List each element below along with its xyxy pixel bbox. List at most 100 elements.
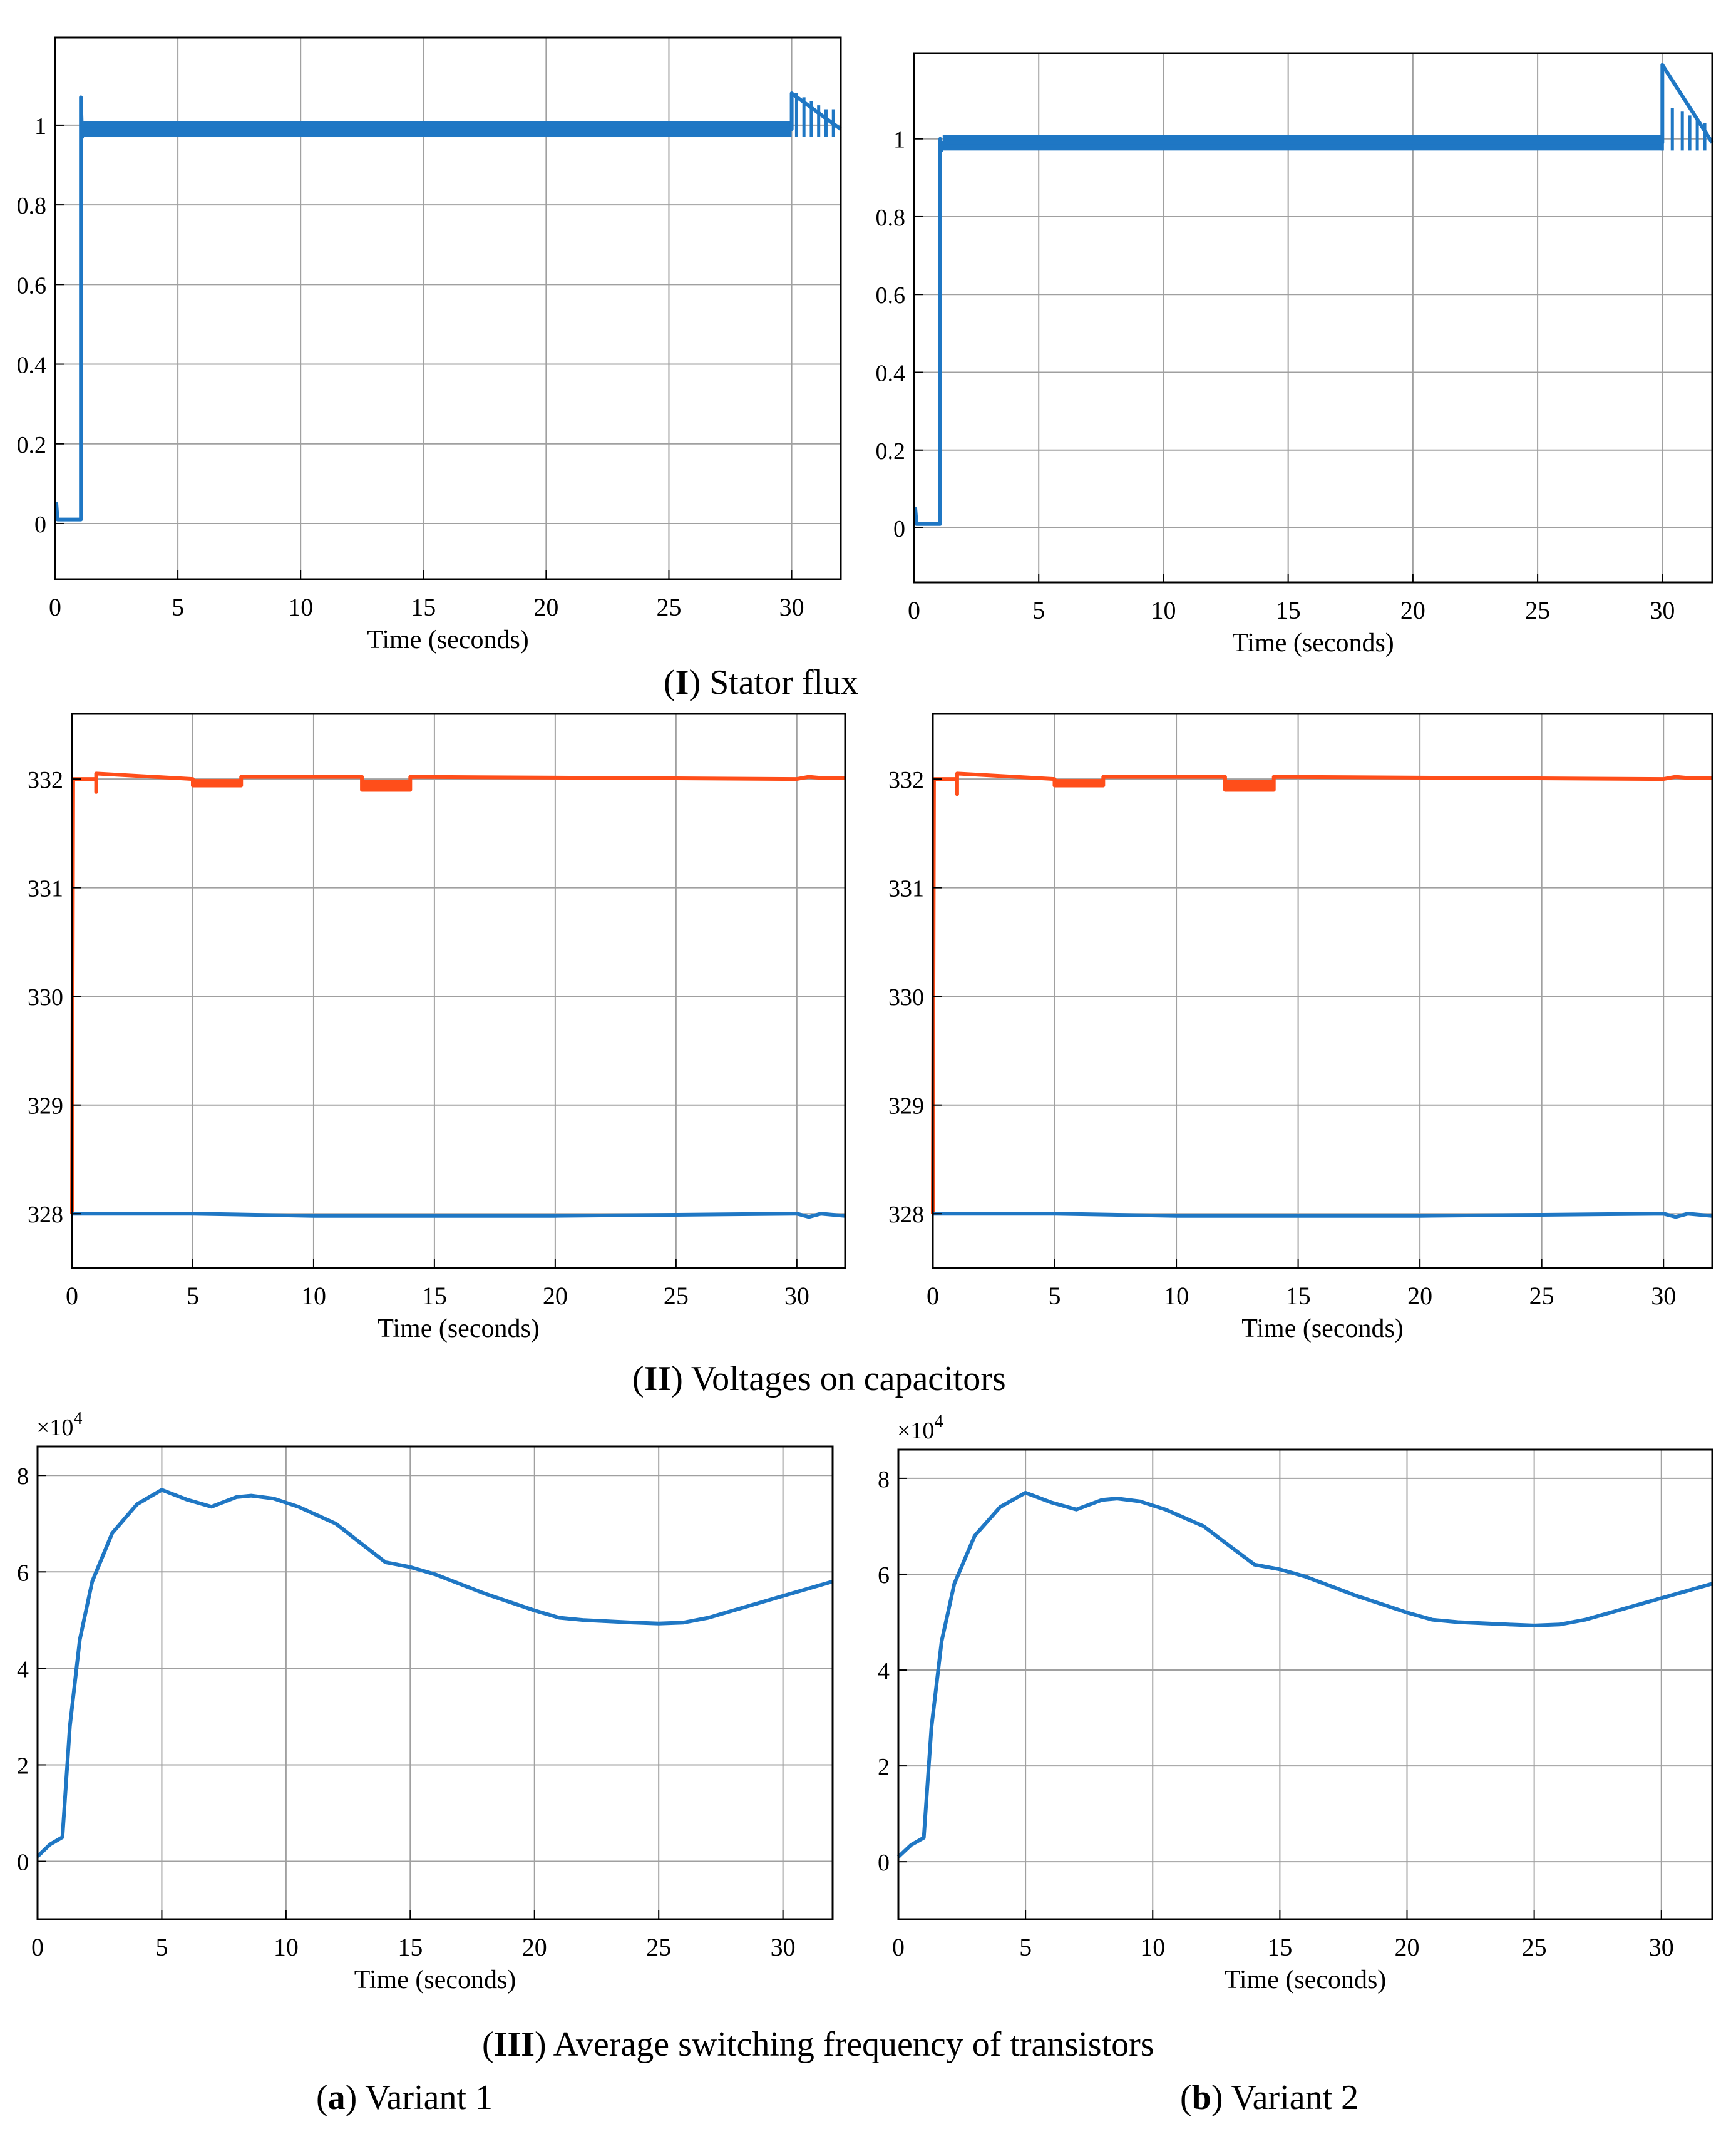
chart-i-b-ytick-label: 0.6 — [876, 282, 906, 309]
chart-iii-b-ytick-label: 2 — [878, 1754, 890, 1780]
chart-iii-a-series-0-line — [36, 1488, 833, 1858]
chart-ii-a-xtick-label: 20 — [543, 1282, 568, 1310]
chart-i-b: 0 5 10 15 20 25 30 0 0.2 0.4 0.6 0.8 1 Time (seconds) — [876, 52, 1714, 657]
chart-ii-b-ytick-label: 328 — [888, 1202, 924, 1228]
chart-ii-a: 0 5 10 15 20 25 30 328 329 330 331 332 Time (seconds… — [28, 713, 846, 1343]
chart-iii-b-xtick-label: 5 — [1019, 1933, 1032, 1961]
chart-i-a-ytick-label: 0.8 — [17, 193, 47, 219]
chart-i-b-ytick-label: 1 — [893, 127, 905, 153]
chart-ii-a-ytick-label: 331 — [28, 876, 63, 902]
chart-i-a-ytick-label: 0.2 — [17, 432, 47, 458]
chart-iii-a-xtick-label: 20 — [522, 1933, 547, 1961]
chart-i-b-xtick-label: 0 — [908, 596, 920, 624]
chart-iii-a-xtick-label: 5 — [155, 1933, 168, 1961]
chart-iii-b-exponent-base: ×10 — [897, 1418, 934, 1444]
chart-i-b-xtick-label: 25 — [1525, 596, 1550, 624]
chart-iii-b-xtick-label: 20 — [1395, 1933, 1420, 1961]
chart-i-a-xtick-label: 25 — [656, 593, 681, 621]
chart-i-a-ytick-label: 1 — [34, 113, 46, 140]
chart-i-b-xtick-label: 15 — [1276, 596, 1301, 624]
chart-ii-b-ytick-label: 332 — [888, 767, 924, 793]
chart-ii-a-xtick-label: 30 — [784, 1282, 809, 1310]
chart-ii-b-xlabel: Time (seconds) — [1241, 1314, 1404, 1343]
chart-ii-b-plot-area — [933, 714, 1712, 1268]
chart-i-b-xtick-label: 30 — [1650, 596, 1675, 624]
chart-i-a-ytick-label: 0.4 — [17, 353, 47, 379]
chart-i-a-series-0-line — [54, 91, 842, 522]
chart-ii-b-xtick-label: 15 — [1286, 1282, 1311, 1310]
chart-iii-b-ytick-label: 0 — [878, 1850, 890, 1876]
chart-i-b-ytick-label: 0 — [893, 516, 905, 542]
chart-ii-b: 0 5 10 15 20 25 30 328 329 330 331 332 Time (seconds… — [888, 713, 1713, 1343]
chart-ii-b-series-0-line — [931, 771, 1712, 1214]
chart-i-a-axes-frame — [54, 36, 842, 580]
chart-i-a-ytick-label: 0 — [34, 512, 46, 538]
chart-i-a-xtick-label: 15 — [411, 593, 436, 621]
chart-iii-a-xtick-label: 15 — [398, 1933, 423, 1961]
chart-iii-a-exponent-base: ×10 — [36, 1415, 73, 1441]
chart-ii-b-xtick-label: 30 — [1651, 1282, 1676, 1310]
chart-iii-a-ytick-label: 0 — [17, 1850, 29, 1876]
chart-ii-a-series-0-line — [70, 771, 845, 1214]
chart-ii-b-axes-frame — [932, 713, 1713, 1269]
chart-ii-b-series-1-line — [933, 1212, 1713, 1219]
chart-iii-a-ytick-label: 4 — [17, 1656, 29, 1683]
chart-iii-a-ytick-label: 6 — [17, 1560, 29, 1586]
chart-i-a-xtick-label: 20 — [533, 593, 558, 621]
chart-ii-a-ytick-label: 332 — [28, 767, 63, 793]
chart-iii-b-plot-area — [898, 1450, 1712, 1919]
chart-iii-b-xlabel: Time (seconds) — [1225, 1966, 1387, 1994]
chart-ii-a-xtick-label: 25 — [664, 1282, 689, 1310]
chart-iii-b-ytick-label: 8 — [878, 1466, 890, 1493]
chart-i-b-ytick-label: 0.8 — [876, 205, 906, 231]
chart-iii-a-axes-frame — [36, 1445, 834, 1920]
chart-iii-b-exponent-label: ×104 — [897, 1412, 943, 1444]
chart-ii-a-ytick-label: 329 — [28, 1093, 63, 1120]
chart-i-a-ytick-label: 0.6 — [17, 272, 47, 299]
chart-iii-a-ytick-label: 8 — [17, 1463, 29, 1490]
chart-ii-a-ytick-label: 328 — [28, 1202, 63, 1228]
chart-iii-a-plot-area — [38, 1446, 833, 1919]
chart-ii-b-xtick-label: 10 — [1164, 1282, 1189, 1310]
chart-iii-a-exponent-power: 4 — [73, 1409, 82, 1428]
chart-ii-a-axes-frame — [71, 713, 846, 1269]
chart-i-b-xtick-label: 20 — [1400, 596, 1425, 624]
chart-iii-b-xtick-label: 10 — [1140, 1933, 1165, 1961]
chart-iii-b-xtick-label: 25 — [1522, 1933, 1547, 1961]
chart-i-a-xtick-label: 10 — [288, 593, 313, 621]
chart-i-b-ytick-label: 0.4 — [876, 360, 906, 386]
chart-iii-b-ytick-label: 6 — [878, 1562, 890, 1589]
chart-ii-b-ytick-label: 331 — [888, 876, 924, 902]
caption-voltages: (II) Voltages on capacitors — [632, 1359, 1006, 1398]
chart-iii-b-ytick-label: 4 — [878, 1658, 890, 1684]
chart-iii-a-xtick-label: 25 — [646, 1933, 671, 1961]
chart-i-b-xlabel: Time (seconds) — [1232, 629, 1394, 657]
chart-iii-a-ytick-label: 2 — [17, 1753, 29, 1779]
chart-i-a-xtick-label: 5 — [172, 593, 184, 621]
chart-iii-a-xlabel: Time (seconds) — [354, 1966, 516, 1994]
caption-stator-flux: (I) Stator flux — [664, 663, 859, 702]
chart-iii-b-exponent-power: 4 — [934, 1412, 943, 1431]
chart-iii-b-axes-frame — [897, 1448, 1713, 1920]
chart-iii-b-xtick-label: 0 — [892, 1933, 905, 1961]
chart-i-a: 0 5 10 15 20 25 30 0 0.2 0.4 0.6 0.8 1 Time (seconds) — [17, 36, 842, 654]
chart-iii-a-xtick-label: 30 — [771, 1933, 796, 1961]
chart-iii-a-xtick-label: 10 — [274, 1933, 299, 1961]
chart-i-a-xlabel: Time (seconds) — [367, 626, 529, 654]
chart-ii-a-plot-area — [72, 714, 845, 1268]
chart-ii-a-series-1-line — [72, 1212, 846, 1219]
caption-variant-b: (b) Variant 2 — [1180, 2078, 1359, 2117]
chart-ii-a-xtick-label: 15 — [422, 1282, 447, 1310]
chart-i-b-plot-area — [914, 53, 1712, 582]
chart-ii-a-xtick-label: 0 — [66, 1282, 78, 1310]
chart-ii-a-xtick-label: 10 — [301, 1282, 326, 1310]
chart-ii-b-ytick-label: 329 — [888, 1093, 924, 1120]
chart-ii-b-xtick-label: 20 — [1407, 1282, 1432, 1310]
chart-iii-b-xtick-label: 30 — [1649, 1933, 1674, 1961]
chart-i-a-xtick-label: 0 — [49, 593, 61, 621]
chart-i-a-plot-area — [55, 38, 841, 579]
